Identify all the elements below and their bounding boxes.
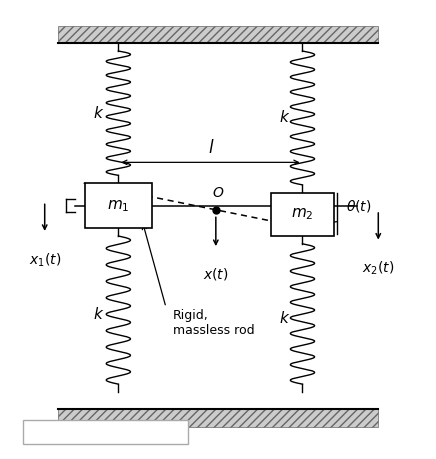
Text: $x_1(t)$: $x_1(t)$ bbox=[29, 251, 61, 269]
Text: Rigid,
massless rod: Rigid, massless rod bbox=[173, 308, 254, 336]
Bar bbox=[23, 420, 187, 444]
Text: $k$: $k$ bbox=[93, 306, 105, 322]
Text: $m_2$: $m_2$ bbox=[291, 207, 314, 222]
Bar bbox=[271, 193, 334, 236]
Bar bbox=[58, 409, 378, 426]
Text: $x_2(t)$: $x_2(t)$ bbox=[362, 260, 395, 277]
Text: $k$: $k$ bbox=[279, 310, 291, 326]
Text: $k$: $k$ bbox=[279, 109, 291, 125]
Text: $k$: $k$ bbox=[93, 105, 105, 121]
Text: $x(t)$: $x(t)$ bbox=[203, 266, 228, 282]
Text: $O$: $O$ bbox=[212, 186, 224, 201]
Text: $\theta(t)$: $\theta(t)$ bbox=[346, 198, 371, 214]
Bar bbox=[85, 183, 152, 229]
Text: $l$: $l$ bbox=[208, 139, 215, 157]
Bar bbox=[58, 26, 378, 43]
Text: $m_1$: $m_1$ bbox=[107, 198, 129, 213]
